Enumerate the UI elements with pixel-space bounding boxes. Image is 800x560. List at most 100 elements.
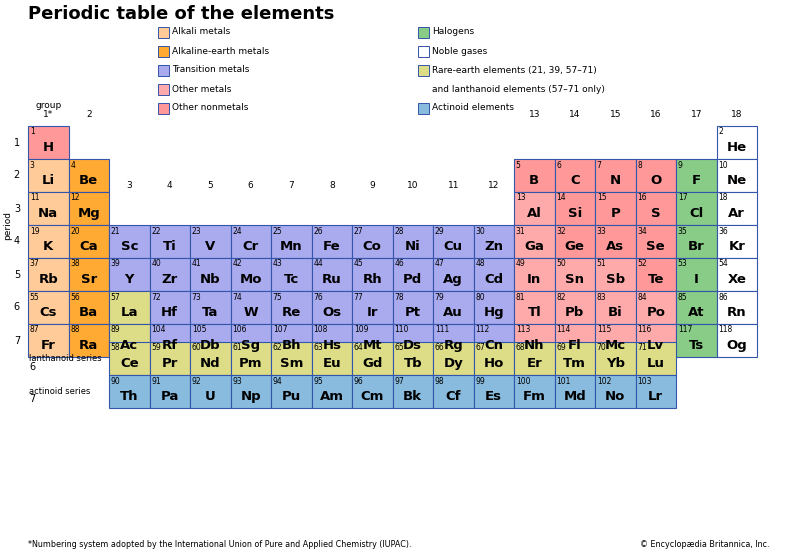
Text: 97: 97 <box>394 376 404 385</box>
Text: 47: 47 <box>435 259 445 268</box>
Text: 6: 6 <box>248 181 254 190</box>
Text: Hs: Hs <box>322 339 342 352</box>
Text: Ca: Ca <box>79 240 98 253</box>
Text: Ba: Ba <box>79 306 98 319</box>
Text: Other nonmetals: Other nonmetals <box>172 104 248 113</box>
Text: Rg: Rg <box>443 339 463 352</box>
Text: 78: 78 <box>394 292 404 301</box>
Text: 57: 57 <box>110 292 121 301</box>
Text: 75: 75 <box>273 292 282 301</box>
Bar <box>311 225 352 258</box>
Text: 113: 113 <box>516 325 530 334</box>
Text: 15: 15 <box>597 194 606 203</box>
Text: 64: 64 <box>354 343 363 352</box>
Text: Periodic table of the elements: Periodic table of the elements <box>28 5 334 23</box>
Text: 79: 79 <box>435 292 445 301</box>
Bar <box>150 291 190 324</box>
Bar <box>635 159 676 192</box>
Text: 30: 30 <box>475 226 485 236</box>
Bar <box>595 324 635 357</box>
Bar <box>69 159 109 192</box>
Bar <box>69 324 109 357</box>
Bar <box>514 324 554 357</box>
Bar <box>433 375 474 408</box>
Bar <box>271 225 311 258</box>
Text: Sb: Sb <box>606 273 625 286</box>
Text: Pr: Pr <box>162 357 178 370</box>
Bar <box>393 324 433 357</box>
Text: Dy: Dy <box>443 357 463 370</box>
Text: Xe: Xe <box>727 273 746 286</box>
Bar <box>433 291 474 324</box>
Text: 12: 12 <box>70 194 80 203</box>
Text: 33: 33 <box>597 226 606 236</box>
Text: 102: 102 <box>597 376 611 385</box>
Text: 31: 31 <box>516 226 526 236</box>
Text: B: B <box>529 174 539 187</box>
Bar <box>158 102 169 114</box>
Bar <box>28 324 69 357</box>
Text: Fm: Fm <box>523 390 546 403</box>
Text: Alkali metals: Alkali metals <box>172 27 230 36</box>
Text: 17: 17 <box>678 194 687 203</box>
Text: Tc: Tc <box>284 273 299 286</box>
Text: 3: 3 <box>14 203 20 213</box>
Text: Lr: Lr <box>648 390 663 403</box>
Bar <box>69 225 109 258</box>
Text: Cn: Cn <box>484 339 503 352</box>
Text: 65: 65 <box>394 343 404 352</box>
Bar <box>474 225 514 258</box>
Text: Br: Br <box>688 240 705 253</box>
Bar <box>595 225 635 258</box>
Text: Gd: Gd <box>362 357 382 370</box>
Text: 22: 22 <box>151 226 161 236</box>
Bar <box>190 291 230 324</box>
Text: 28: 28 <box>394 226 404 236</box>
Bar <box>433 258 474 291</box>
Text: 2: 2 <box>14 170 20 180</box>
Text: Np: Np <box>241 390 261 403</box>
Bar <box>69 291 109 324</box>
Text: Yb: Yb <box>606 357 625 370</box>
Bar <box>230 291 271 324</box>
Text: 24: 24 <box>232 226 242 236</box>
Bar <box>554 192 595 225</box>
Text: 104: 104 <box>151 325 166 334</box>
Bar <box>433 324 474 357</box>
Text: 99: 99 <box>475 376 485 385</box>
Text: Rn: Rn <box>727 306 746 319</box>
Bar <box>635 342 676 375</box>
Text: 3: 3 <box>30 161 34 170</box>
Text: Hg: Hg <box>483 306 504 319</box>
Text: 112: 112 <box>475 325 490 334</box>
Text: Ge: Ge <box>565 240 585 253</box>
Bar <box>474 375 514 408</box>
Bar <box>717 324 757 357</box>
Bar <box>717 258 757 291</box>
Text: U: U <box>205 390 216 403</box>
Text: 13: 13 <box>529 110 540 119</box>
Text: 29: 29 <box>435 226 445 236</box>
Text: Ar: Ar <box>728 207 745 220</box>
Text: 89: 89 <box>110 325 121 334</box>
Text: Am: Am <box>320 390 344 403</box>
Bar <box>28 291 69 324</box>
Text: 11: 11 <box>30 194 39 203</box>
Text: 85: 85 <box>678 292 687 301</box>
Text: 25: 25 <box>273 226 282 236</box>
Text: Bh: Bh <box>282 339 301 352</box>
Text: 54: 54 <box>718 259 728 268</box>
Bar <box>635 192 676 225</box>
Text: 6: 6 <box>29 362 35 371</box>
Bar <box>28 225 69 258</box>
Bar <box>230 225 271 258</box>
Text: 74: 74 <box>232 292 242 301</box>
Text: 4: 4 <box>167 181 173 190</box>
Text: Pb: Pb <box>565 306 584 319</box>
Text: C: C <box>570 174 579 187</box>
Bar <box>676 291 717 324</box>
Text: 70: 70 <box>597 343 606 352</box>
Text: 63: 63 <box>314 343 323 352</box>
Text: Cf: Cf <box>446 390 461 403</box>
Text: Alkaline-earth metals: Alkaline-earth metals <box>172 46 269 55</box>
